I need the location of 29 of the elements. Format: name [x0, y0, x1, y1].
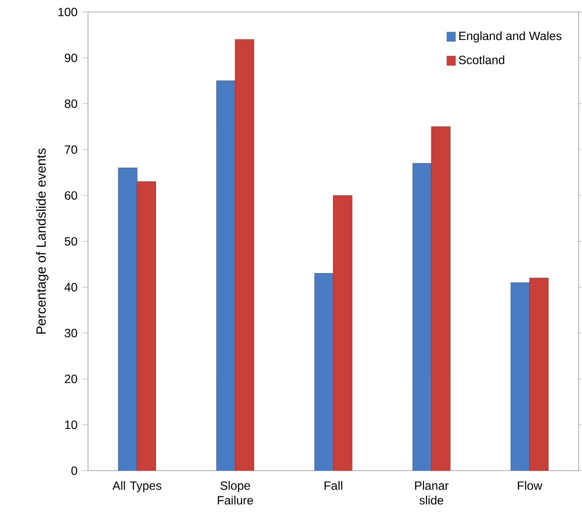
- bar: [510, 282, 530, 471]
- y-tick-label: 60: [64, 191, 78, 200]
- bar: [412, 163, 432, 471]
- bar: [333, 195, 352, 471]
- y-tick-label: 70: [64, 145, 78, 154]
- legend-label: Scotland: [458, 55, 504, 64]
- bar: [136, 181, 156, 471]
- bar: [118, 168, 138, 471]
- y-tick-label: 80: [64, 99, 78, 108]
- y-tick-label: 0: [71, 466, 78, 475]
- y-axis-title: Percentage of Landslide events: [36, 148, 48, 334]
- y-tick-label: 30: [64, 328, 78, 338]
- x-tick-label: Planar slide: [415, 481, 449, 505]
- y-tick-label: 90: [64, 54, 78, 62]
- legend-label: England and Wales: [459, 31, 562, 43]
- y-tick-label: 20: [64, 374, 78, 384]
- y-tick-label: 100: [58, 8, 78, 16]
- x-tick-label: Slope Failure: [218, 481, 254, 505]
- x-tick-label: Flow: [518, 481, 542, 490]
- y-tick-label: 10: [65, 420, 78, 430]
- bar: [431, 126, 450, 471]
- bar: [314, 273, 334, 471]
- y-tick-label: 50: [64, 237, 78, 246]
- x-tick-label: All Types: [112, 481, 162, 492]
- bar: [216, 80, 236, 471]
- y-tick-label: 40: [64, 282, 78, 292]
- x-tick-label: Fall: [324, 481, 342, 490]
- bar: [234, 39, 254, 471]
- bar: [529, 278, 549, 471]
